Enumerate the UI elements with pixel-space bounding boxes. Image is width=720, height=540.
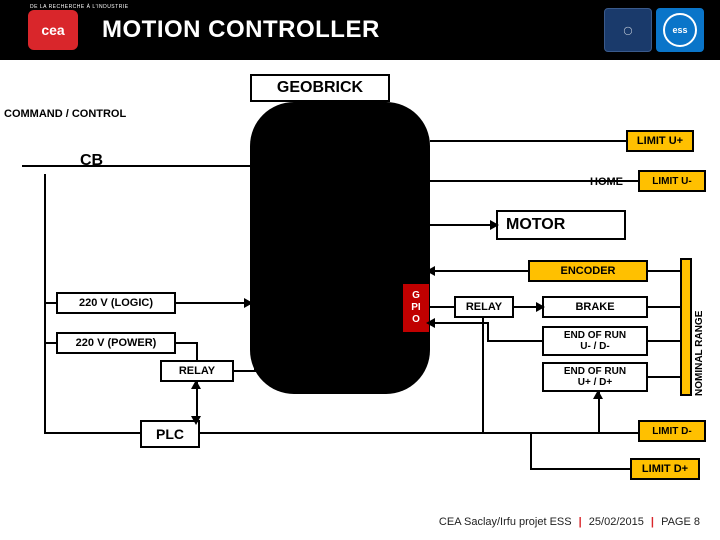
conn-plc-limitd — [598, 432, 638, 434]
relay-box-2: RELAY — [454, 296, 514, 318]
limit-u-plus-box: LIMIT U+ — [626, 130, 694, 152]
eor-l2: U- / D- — [580, 341, 609, 352]
conn-encoder-nr — [648, 270, 680, 272]
conn-spine-plc — [44, 432, 140, 434]
arrow-encoder-geobrick — [426, 266, 435, 276]
conn-geobrick-home — [430, 180, 638, 182]
footer-sep-1: | — [579, 516, 582, 528]
eor2-l2: U+ / D+ — [578, 377, 612, 388]
ess-logo: ess — [656, 8, 704, 52]
ess-circle-icon: ess — [663, 13, 697, 47]
arrow-logic-geobrick — [244, 298, 253, 308]
conn-brake-nr — [648, 306, 680, 308]
conn-gpio-eor-h — [429, 322, 489, 324]
eor2-l1: END OF RUN — [564, 366, 626, 377]
conn-gpio-eor-v — [487, 322, 489, 340]
conn-relay-geobrick-h — [234, 370, 254, 372]
conn-cb-geobrick — [22, 165, 250, 167]
conn-relay2-plc-v — [482, 318, 484, 432]
gpio-l1: G — [412, 290, 420, 302]
logic-220v-box: 220 V (LOGIC) — [56, 292, 176, 314]
conn-spine-logic — [44, 302, 56, 304]
power-220v-box: 220 V (POWER) — [56, 332, 176, 354]
cea-logo: cea — [28, 10, 78, 50]
footer: CEA Saclay/Irfu projet ESS | 25/02/2015 … — [439, 516, 700, 528]
conn-logic-geobrick — [176, 302, 246, 304]
footer-sep-2: | — [651, 516, 654, 528]
gpio-l2: PI — [411, 302, 420, 314]
conn-eor-nr — [648, 340, 680, 342]
conn-geobrick-encoder — [430, 270, 528, 272]
arrow-relay-plc — [191, 416, 201, 425]
cb-label: CB — [80, 152, 103, 170]
conn-cb-spine — [44, 174, 46, 434]
conn-plc-limitd-plus-v — [530, 432, 532, 468]
conn-relay-geobrick-v — [254, 342, 256, 372]
nominal-range-label: NOMINAL RANGE — [694, 311, 705, 396]
footer-org: CEA Saclay/Irfu projet ESS — [439, 516, 572, 528]
geobrick-body — [250, 102, 430, 394]
encoder-box: ENCODER — [528, 260, 648, 282]
footer-date: 25/02/2015 — [589, 516, 644, 528]
conn-power-relay-v — [196, 342, 198, 362]
arrow-eor-gpio — [426, 318, 435, 328]
limit-d-minus-box: LIMIT D- — [638, 420, 706, 442]
command-control-label: COMMAND / CONTROL — [4, 108, 126, 120]
arrow-geobrick-motor — [490, 220, 499, 230]
limit-u-minus-box: LIMIT U- — [638, 170, 706, 192]
conn-eor2-nr — [648, 376, 680, 378]
relay-box-1: RELAY — [160, 360, 234, 382]
cea-subtitle: DE LA RECHERCHE À L'INDUSTRIE — [30, 4, 129, 10]
arrow-plc-relay — [191, 380, 201, 389]
conn-power-relay-h — [176, 342, 196, 344]
nominal-range-bar — [680, 258, 692, 396]
conn-plc-limitd-plus-h — [530, 468, 630, 470]
irfu-logo: ◯ — [604, 8, 652, 52]
conn-gpio-relay2 — [429, 306, 454, 308]
conn-plc-right — [200, 432, 600, 434]
end-of-run-minus-box: END OF RUN U- / D- — [542, 326, 648, 356]
arrow-relay2-brake — [536, 302, 545, 312]
brake-box: BRAKE — [542, 296, 648, 318]
conn-geobrick-limitu — [430, 140, 626, 142]
conn-gpio-eor-h2 — [487, 340, 542, 342]
geobrick-label: GEOBRICK — [250, 74, 390, 102]
conn-geobrick-motor — [430, 224, 496, 226]
limit-d-plus-box: LIMIT D+ — [630, 458, 700, 480]
end-of-run-plus-box: END OF RUN U+ / D+ — [542, 362, 648, 392]
footer-page: PAGE 8 — [661, 516, 700, 528]
arrow-plc-eor2 — [593, 390, 603, 399]
eor-l1: END OF RUN — [564, 330, 626, 341]
gpio-l3: O — [412, 314, 420, 326]
header-bar: DE LA RECHERCHE À L'INDUSTRIE cea MOTION… — [0, 0, 720, 60]
home-label: HOME — [590, 176, 623, 188]
conn-spine-power — [44, 342, 56, 344]
motor-box: MOTOR — [496, 210, 626, 240]
page-title: MOTION CONTROLLER — [102, 16, 380, 44]
